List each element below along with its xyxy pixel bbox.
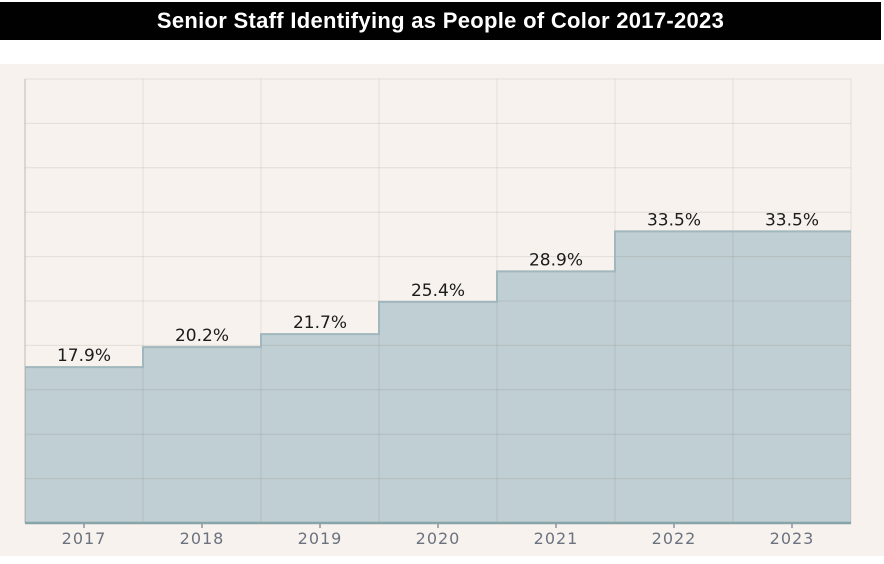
value-label: 25.4% [411, 281, 465, 301]
value-label: 33.5% [765, 210, 819, 230]
step-line [25, 230, 851, 369]
value-label: 28.9% [529, 250, 583, 270]
x-tick-label: 2017 [62, 529, 107, 548]
chart-title: Senior Staff Identifying as People of Co… [156, 8, 725, 33]
x-tick-label: 2018 [180, 529, 225, 548]
value-label: 20.2% [175, 326, 229, 346]
x-tick-label: 2019 [298, 529, 343, 548]
title-bar: Senior Staff Identifying as People of Co… [0, 2, 881, 40]
x-tick-label: 2021 [534, 529, 579, 548]
value-label: 17.9% [57, 346, 111, 366]
x-tick-label: 2023 [770, 529, 815, 548]
x-tick-label: 2020 [416, 529, 461, 548]
value-label: 21.7% [293, 313, 347, 333]
x-tick-label: 2022 [652, 529, 697, 548]
area-fill [25, 231, 851, 523]
value-label: 33.5% [647, 210, 701, 230]
